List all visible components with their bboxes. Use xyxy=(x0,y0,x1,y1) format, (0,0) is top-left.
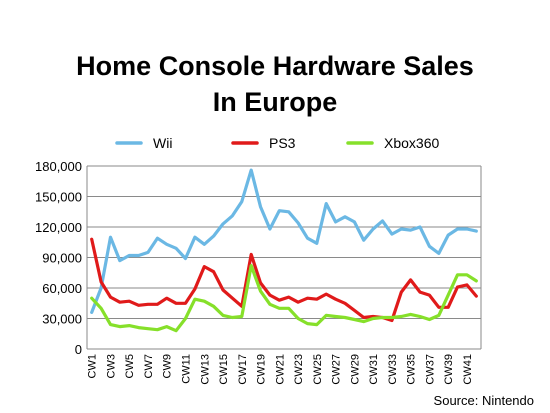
chart-title-line-2: In Europe xyxy=(212,87,338,117)
x-tick-label: CW9 xyxy=(162,354,174,378)
x-tick-label: CW25 xyxy=(312,354,324,385)
series-line-wii xyxy=(90,168,478,314)
y-tick-label: 90,000 xyxy=(42,251,82,266)
y-tick-label: 60,000 xyxy=(42,281,82,296)
y-tick-label: 30,000 xyxy=(42,312,82,327)
legend-label-wii: Wii xyxy=(153,135,172,151)
x-tick-label: CW11 xyxy=(181,354,193,384)
x-tick-label: CW29 xyxy=(349,354,361,385)
series-line-xbox360 xyxy=(90,264,478,333)
x-tick-label: CW17 xyxy=(237,354,249,385)
x-tick-label: CW1 xyxy=(87,354,99,378)
x-tick-label: CW19 xyxy=(256,354,268,385)
x-tick-label: CW37 xyxy=(424,354,436,385)
y-tick-label: 0 xyxy=(75,342,82,357)
series-line-ps3 xyxy=(90,237,478,323)
y-tick-label: 120,000 xyxy=(35,220,82,235)
x-tick-label: CW41 xyxy=(462,354,474,385)
x-tick-label: CW27 xyxy=(331,354,343,385)
x-tick-label: CW15 xyxy=(218,354,230,385)
x-tick-label: CW23 xyxy=(293,354,305,385)
chart-title-line-1: Home Console Hardware Sales xyxy=(76,51,474,81)
x-tick-label: CW3 xyxy=(105,354,117,378)
source-note: Source: Nintendo xyxy=(433,393,534,408)
legend-label-ps3: PS3 xyxy=(269,135,296,151)
legend-label-xbox360: Xbox360 xyxy=(384,135,439,151)
x-tick-label: CW13 xyxy=(199,354,211,385)
x-tick-label: CW33 xyxy=(387,354,399,385)
x-tick-label: CW5 xyxy=(124,354,136,378)
x-tick-label: CW7 xyxy=(143,354,155,378)
x-tick-label: CW39 xyxy=(443,354,455,385)
y-tick-label: 180,000 xyxy=(35,159,82,174)
x-tick-label: CW31 xyxy=(368,354,380,385)
x-tick-label: CW35 xyxy=(406,354,418,385)
x-tick-label: CW21 xyxy=(274,354,286,385)
y-tick-label: 150,000 xyxy=(35,190,82,205)
